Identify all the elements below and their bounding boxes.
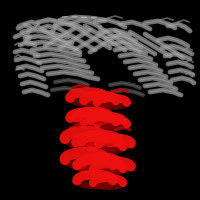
Polygon shape (93, 164, 123, 174)
Polygon shape (84, 117, 116, 126)
Polygon shape (99, 139, 131, 148)
Polygon shape (91, 142, 123, 152)
Polygon shape (82, 158, 118, 170)
Polygon shape (76, 137, 110, 148)
Polygon shape (65, 132, 105, 145)
Polygon shape (70, 92, 106, 104)
Polygon shape (82, 135, 118, 147)
Polygon shape (97, 98, 127, 108)
Polygon shape (70, 112, 106, 124)
Polygon shape (77, 160, 113, 171)
Polygon shape (97, 119, 127, 129)
Polygon shape (99, 162, 131, 171)
Polygon shape (65, 153, 105, 166)
Polygon shape (84, 96, 116, 105)
Polygon shape (93, 178, 123, 188)
Polygon shape (91, 116, 123, 126)
Polygon shape (77, 175, 113, 186)
Polygon shape (76, 112, 110, 123)
